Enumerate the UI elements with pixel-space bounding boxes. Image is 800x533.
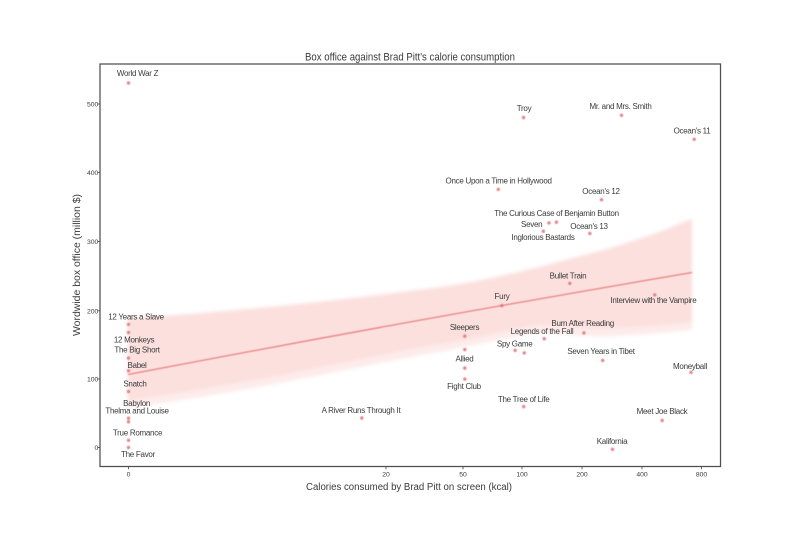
svg-text:800: 800 xyxy=(696,472,708,479)
svg-text:500: 500 xyxy=(87,102,99,109)
svg-text:100: 100 xyxy=(516,472,528,479)
svg-text:Seven: Seven xyxy=(521,220,542,229)
svg-text:200: 200 xyxy=(87,308,99,315)
svg-text:True Romance: True Romance xyxy=(113,429,163,438)
svg-text:Moneyball: Moneyball xyxy=(673,362,707,371)
svg-text:Fury: Fury xyxy=(495,292,510,301)
svg-text:Fight Club: Fight Club xyxy=(447,382,481,391)
svg-text:Babel: Babel xyxy=(127,361,147,370)
svg-text:The Curious Case of Benjamin B: The Curious Case of Benjamin Button xyxy=(494,209,619,218)
svg-text:0: 0 xyxy=(95,445,99,452)
svg-text:Allied: Allied xyxy=(456,354,474,363)
svg-text:Ocean's 12: Ocean's 12 xyxy=(582,187,620,196)
svg-text:A River Runs Through It: A River Runs Through It xyxy=(322,406,402,415)
svg-text:400: 400 xyxy=(87,170,99,177)
svg-text:Wordwide box office (million $: Wordwide box office (million $) xyxy=(72,194,83,336)
svg-text:0: 0 xyxy=(127,472,131,479)
svg-text:Legends of the Fall: Legends of the Fall xyxy=(511,327,574,336)
svg-text:Bullet Train: Bullet Train xyxy=(550,271,587,280)
svg-text:Seven Years in Tibet: Seven Years in Tibet xyxy=(567,347,635,356)
svg-text:Ocean's 11: Ocean's 11 xyxy=(674,126,712,135)
svg-text:Inglorious Bastards: Inglorious Bastards xyxy=(511,233,574,242)
svg-text:12 Monkeys: 12 Monkeys xyxy=(114,335,155,344)
svg-text:400: 400 xyxy=(636,472,648,479)
svg-text:World War Z: World War Z xyxy=(117,69,159,78)
svg-text:The Tree of Life: The Tree of Life xyxy=(498,395,550,404)
svg-text:Mr. and Mrs. Smith: Mr. and Mrs. Smith xyxy=(589,102,651,111)
svg-text:300: 300 xyxy=(87,239,99,246)
svg-text:The Big Short: The Big Short xyxy=(114,346,160,355)
svg-text:50: 50 xyxy=(459,472,467,479)
svg-text:Snatch: Snatch xyxy=(123,379,146,388)
svg-text:20: 20 xyxy=(382,472,390,479)
svg-text:Calories consumed by Brad Pitt: Calories consumed by Brad Pitt on screen… xyxy=(306,482,512,493)
svg-text:Meet Joe Black: Meet Joe Black xyxy=(637,407,689,416)
svg-text:Thelma and Louise: Thelma and Louise xyxy=(105,406,169,415)
svg-text:Interview with the Vampire: Interview with the Vampire xyxy=(610,296,697,305)
svg-text:Box office against Brad Pitt's: Box office against Brad Pitt's calorie c… xyxy=(305,52,515,64)
svg-text:Kalifornia: Kalifornia xyxy=(597,437,628,446)
svg-text:The Favor: The Favor xyxy=(121,450,156,459)
svg-text:200: 200 xyxy=(576,472,588,479)
svg-text:12 Years a Slave: 12 Years a Slave xyxy=(108,312,164,321)
svg-text:Babylon: Babylon xyxy=(123,399,150,408)
svg-text:Sleepers: Sleepers xyxy=(450,323,480,332)
svg-text:Once Upon a Time in Hollywood: Once Upon a Time in Hollywood xyxy=(446,176,552,185)
svg-text:Troy: Troy xyxy=(517,104,532,113)
svg-text:Ocean's 13: Ocean's 13 xyxy=(570,222,608,231)
svg-text:Spy Game: Spy Game xyxy=(497,339,533,348)
svg-text:100: 100 xyxy=(87,377,99,384)
svg-text:Burn After Reading: Burn After Reading xyxy=(551,319,614,328)
